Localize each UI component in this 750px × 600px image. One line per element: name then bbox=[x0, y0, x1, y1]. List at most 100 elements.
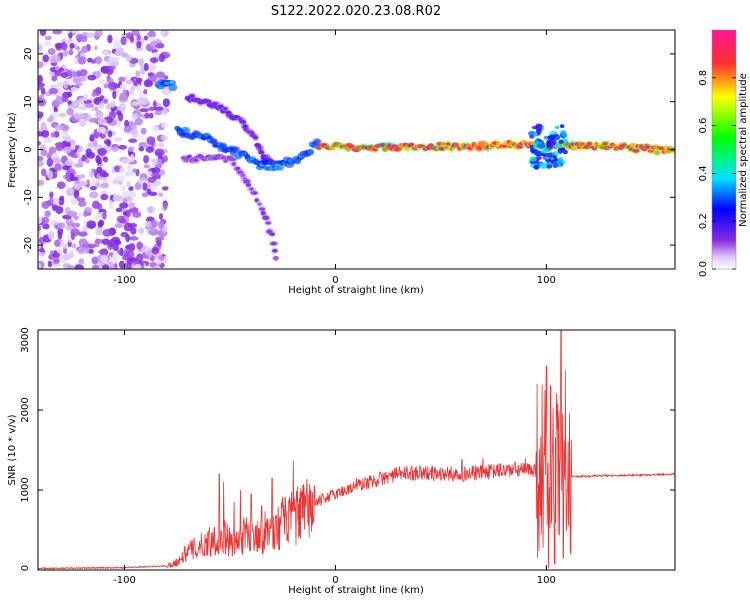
snr-series-line bbox=[38, 330, 675, 570]
spectrogram-cell bbox=[151, 246, 160, 255]
spectrogram-cell bbox=[139, 108, 149, 113]
spectrogram-cell bbox=[536, 143, 546, 150]
spectrogram-cell bbox=[55, 144, 64, 152]
spectrogram-cell bbox=[51, 74, 58, 82]
spectrogram-cell bbox=[111, 57, 121, 62]
spectrogram-marks bbox=[38, 30, 675, 269]
spectrogram-cell bbox=[89, 170, 95, 178]
spectrogram-cell bbox=[161, 186, 169, 191]
colorbar-tick-label: 0.6 bbox=[698, 118, 709, 134]
spectrogram-cell bbox=[158, 213, 164, 220]
spectrogram-cell bbox=[294, 159, 301, 163]
spectrogram-cell bbox=[120, 173, 125, 183]
spectrogram-cell bbox=[535, 156, 542, 161]
spectrogram-cell bbox=[65, 187, 75, 197]
spectrogram-cell bbox=[43, 40, 52, 47]
colorbar-frame bbox=[711, 29, 737, 270]
spectrogram-cell bbox=[38, 98, 47, 107]
spectrogram-cell bbox=[550, 159, 555, 164]
spectrogram-ytick-label: -10 bbox=[23, 189, 34, 205]
spectrogram-cell bbox=[59, 195, 65, 201]
spectrogram-cell bbox=[53, 106, 58, 112]
spectrogram-cell bbox=[132, 168, 137, 173]
spectrogram-cell bbox=[136, 253, 144, 263]
spectrogram-cell bbox=[96, 109, 102, 116]
spectrogram-cell bbox=[141, 192, 149, 198]
spectrogram-cell bbox=[73, 163, 84, 168]
spectrogram-cell bbox=[65, 40, 72, 45]
spectrogram-cell bbox=[60, 41, 68, 51]
spectrogram-cell bbox=[107, 130, 113, 138]
spectrogram-cell bbox=[83, 210, 88, 218]
spectrogram-cell bbox=[93, 45, 98, 51]
spectrogram-cell bbox=[62, 246, 68, 255]
spectrogram-cell bbox=[271, 248, 278, 253]
spectrogram-cell bbox=[446, 142, 451, 146]
spectrogram-cell bbox=[62, 49, 69, 57]
spectrogram-cell bbox=[269, 232, 276, 236]
spectrogram-cell bbox=[98, 144, 103, 149]
snr-xtick-label: -100 bbox=[113, 575, 136, 586]
spectrogram-cell bbox=[38, 242, 42, 250]
spectrogram-cell bbox=[169, 85, 177, 89]
spectrogram-cell bbox=[547, 139, 557, 146]
spectrogram-cell bbox=[89, 191, 99, 199]
snr-ytick-label: 2000 bbox=[20, 397, 31, 422]
spectrogram-cell bbox=[114, 165, 120, 173]
spectrogram-cell bbox=[138, 227, 145, 235]
spectrogram-cell bbox=[125, 54, 132, 62]
spectrogram-cell bbox=[87, 74, 97, 81]
spectrogram-cell bbox=[119, 83, 127, 90]
spectrogram-cell bbox=[102, 211, 107, 220]
spectrogram-cell bbox=[98, 79, 106, 86]
spectrogram-cell bbox=[44, 35, 52, 41]
spectrogram-cell bbox=[38, 179, 45, 186]
spectrogram-cell bbox=[314, 140, 320, 144]
spectrogram-cell bbox=[371, 147, 378, 152]
spectrogram-cell bbox=[183, 128, 188, 133]
spectrogram-cell bbox=[70, 86, 78, 93]
spectrogram-cell bbox=[81, 45, 89, 54]
spectrogram-cell bbox=[551, 151, 560, 156]
spectrogram-cell bbox=[155, 236, 165, 241]
spectrogram-cell bbox=[38, 155, 44, 162]
spectrogram-cell bbox=[38, 225, 42, 232]
spectrogram-cell bbox=[38, 252, 46, 257]
spectrogram-cell bbox=[143, 164, 150, 169]
colorbar: 0.0 0.2 0.4 0.6 0.8 Normalized spectral ampl… bbox=[698, 29, 749, 277]
spectrogram-cell bbox=[122, 211, 128, 216]
spectrogram-cell bbox=[72, 70, 77, 78]
spectrogram-cell bbox=[131, 112, 138, 120]
spectrogram-cell bbox=[61, 96, 69, 103]
spectrogram-cell bbox=[239, 120, 247, 124]
spectrogram-cell bbox=[114, 50, 121, 57]
spectrogram-cell bbox=[129, 242, 136, 252]
spectrogram-cell bbox=[60, 72, 69, 78]
spectrogram-cell bbox=[52, 30, 63, 35]
spectrogram-cell bbox=[80, 179, 88, 187]
spectrogram-ylabel: Frequency (Hz) bbox=[7, 112, 18, 188]
spectrogram-cell bbox=[88, 249, 95, 254]
spectrogram-cell bbox=[529, 156, 537, 162]
spectrogram-cell bbox=[100, 254, 109, 264]
spectrogram-cell bbox=[148, 106, 156, 111]
spectrogram-cell bbox=[39, 30, 47, 37]
spectrogram-cell bbox=[158, 192, 164, 198]
spectrogram-cell bbox=[533, 165, 540, 170]
spectrogram-cell bbox=[62, 165, 70, 171]
spectrogram-cell bbox=[531, 125, 538, 130]
spectrogram-cell bbox=[561, 130, 567, 138]
spectrogram-cell bbox=[539, 162, 548, 169]
spectrogram-cell bbox=[38, 111, 44, 119]
spectrogram-cell bbox=[136, 84, 142, 93]
spectrogram-cell bbox=[169, 80, 174, 85]
spectrogram-cell bbox=[67, 264, 75, 269]
spectrogram-cell bbox=[108, 239, 115, 248]
spectrogram-cell bbox=[116, 110, 122, 116]
spectrogram-cell bbox=[147, 176, 157, 183]
spectrogram-cell bbox=[134, 263, 142, 269]
spectrogram-cell bbox=[559, 124, 565, 129]
